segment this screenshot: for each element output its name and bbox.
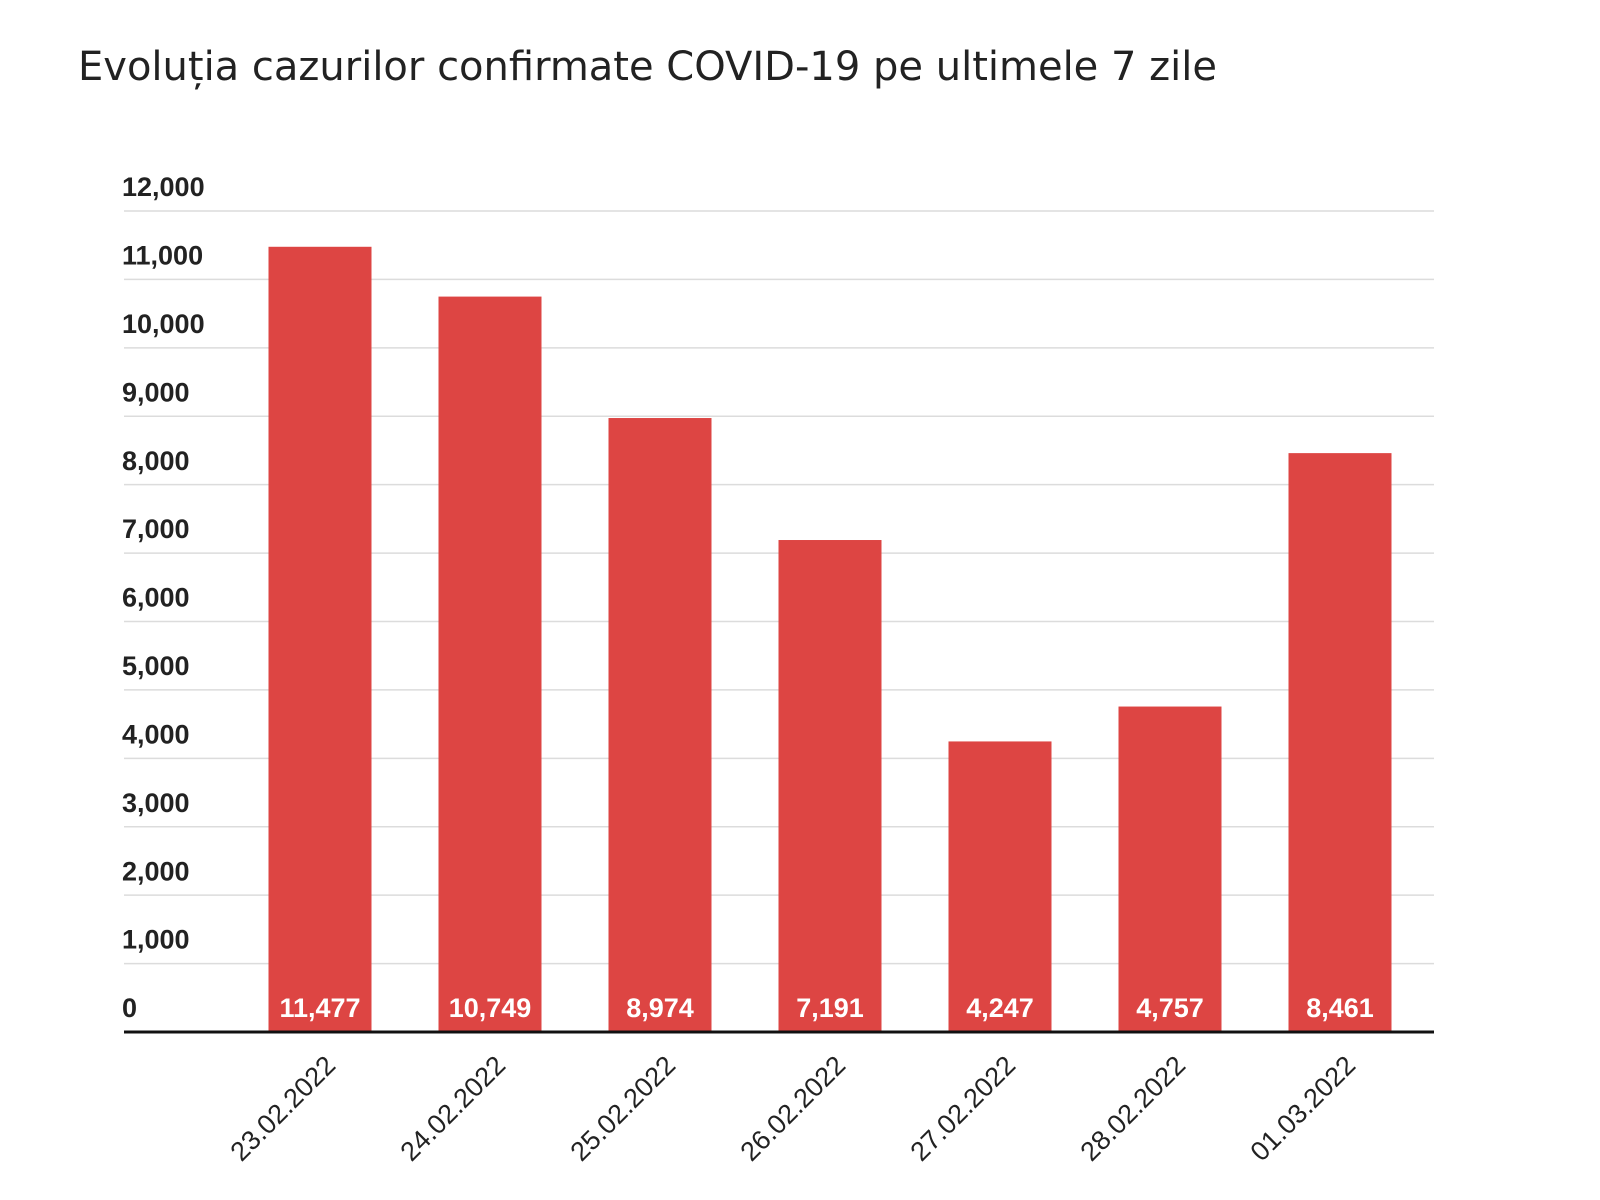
bar <box>1288 453 1392 1032</box>
y-tick-label: 11,000 <box>122 241 203 271</box>
x-tick-label: 26.02.2022 <box>735 1050 852 1167</box>
value-label: 4,247 <box>966 993 1034 1023</box>
value-label: 7,191 <box>796 993 864 1023</box>
y-tick-label: 5,000 <box>122 651 190 681</box>
x-tick-label: 23.02.2022 <box>225 1050 342 1167</box>
y-tick-label: 8,000 <box>122 446 190 476</box>
x-tick-label: 24.02.2022 <box>395 1050 512 1167</box>
y-tick-label: 12,000 <box>122 172 205 202</box>
value-label: 10,749 <box>449 993 532 1023</box>
value-label: 8,461 <box>1306 993 1374 1023</box>
chart-title: Evoluția cazurilor confirmate COVID-19 p… <box>78 44 1217 90</box>
bar <box>438 296 542 1033</box>
bar <box>268 246 372 1032</box>
y-tick-label: 6,000 <box>122 583 190 613</box>
x-tick-label: 28.02.2022 <box>1075 1050 1192 1167</box>
bar <box>778 540 882 1032</box>
y-tick-label: 4,000 <box>122 719 190 749</box>
x-tick-label: 25.02.2022 <box>565 1050 682 1167</box>
y-tick-label: 7,000 <box>122 514 190 544</box>
x-tick-label: 27.02.2022 <box>905 1050 1022 1167</box>
value-label: 4,757 <box>1136 993 1204 1023</box>
y-tick-label: 2,000 <box>122 856 190 886</box>
bar <box>948 741 1052 1032</box>
x-tick-label: 01.03.2022 <box>1245 1050 1362 1167</box>
value-label: 11,477 <box>279 993 360 1023</box>
value-label: 8,974 <box>626 993 694 1023</box>
y-tick-label: 1,000 <box>122 925 190 955</box>
bar <box>608 418 712 1033</box>
y-tick-label: 0 <box>122 993 137 1023</box>
bar <box>1118 706 1222 1032</box>
y-tick-label: 10,000 <box>122 309 205 339</box>
y-tick-label: 3,000 <box>122 788 190 818</box>
y-tick-label: 9,000 <box>122 377 190 407</box>
